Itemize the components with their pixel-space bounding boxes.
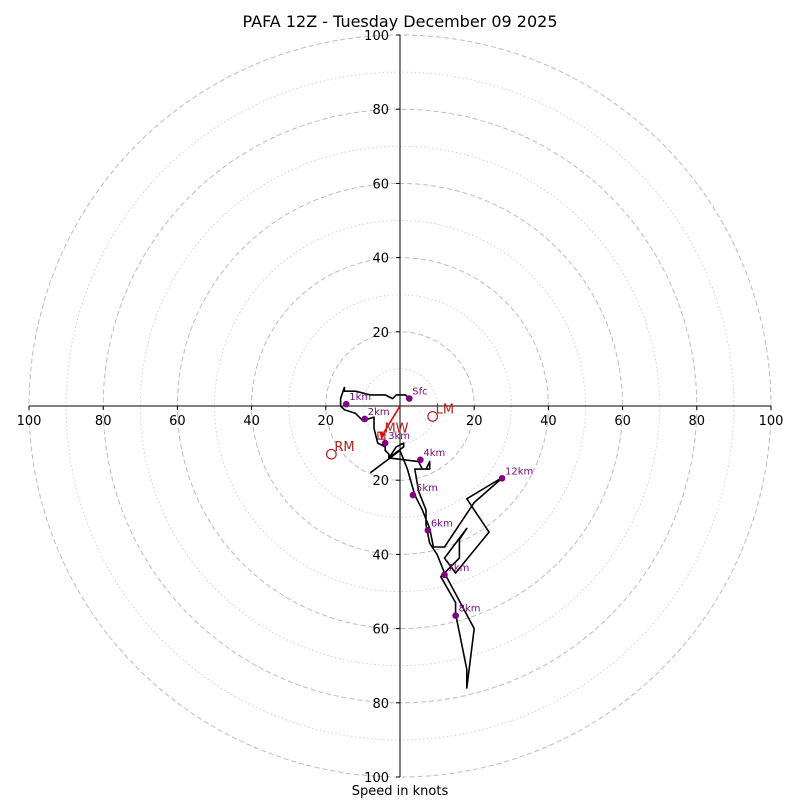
height-marker-label: 3km [388,431,410,442]
y-tick-label: 100 [364,771,389,786]
height-marker-label: 5km [416,483,438,494]
height-marker-label: 12km [505,466,533,477]
chart-title: PAFA 12Z - Tuesday December 09 2025 [243,12,558,31]
height-marker-label: 8km [459,604,481,615]
x-tick-label: 60 [614,414,631,429]
height-marker-point [417,456,424,464]
mean-wind-arrowhead [379,431,386,440]
height-marker-label: 1km [349,392,371,403]
x-tick-label: 20 [318,414,335,429]
x-tick-label: 60 [169,414,186,429]
storm-motion-marker [325,448,337,460]
mean-wind-arrow [383,405,401,433]
y-tick-label: 80 [372,697,389,712]
y-tick-label: 20 [372,474,389,489]
height-marker-label: 6km [431,518,453,529]
x-tick-label: 100 [17,414,42,429]
y-tick-label: 80 [372,103,389,118]
height-marker-label: 4km [423,448,445,459]
x-tick-label: 100 [759,414,784,429]
y-tick-label: 60 [372,623,389,638]
storm-motion-label: LM [436,402,454,417]
x-tick-label: 80 [689,414,706,429]
storm-motion-marker [377,431,386,440]
storm-motion-label: RM [334,440,354,455]
wind-profile [339,386,505,689]
storm-motion-label: MW [384,422,408,437]
height-marker-point [342,400,350,408]
y-tick-label: 60 [372,177,389,192]
height-marker-point [452,612,459,619]
x-tick-label: 20 [466,414,483,429]
height-marker-point [409,491,417,499]
y-tick-label: 40 [372,548,389,563]
x-tick-label: 40 [540,414,557,429]
height-marker-point [405,395,413,402]
x-tick-label: 40 [243,414,260,429]
wind-profile-line [339,386,505,689]
y-tick-label: 100 [364,29,389,44]
height-marker-point [424,526,432,534]
y-tick-label: 40 [372,252,389,267]
tick-labels: 100 80 60 40 20 20 40 60 80 100 100 80 60 40 20 20 40 60 8… [17,29,784,786]
y-tick-label: 20 [372,326,389,341]
height-marker-label: 2km [368,407,390,418]
height-marker-label: Sfc [412,387,427,398]
height-markers: Sfc 1km 2km 3km 4km 5km 6km 7km 8km 12km [342,387,533,619]
storm-motion-marker [427,410,439,422]
x-tick-label: 80 [95,414,112,429]
storm-motion-markers: LM RM MW [325,402,454,460]
x-axis-label: Speed in knots [352,784,449,799]
height-marker-point [381,439,389,447]
height-marker-point [498,475,506,482]
height-marker-point [361,415,369,423]
height-marker-point [441,571,448,579]
height-marker-label: 7km [448,563,470,574]
